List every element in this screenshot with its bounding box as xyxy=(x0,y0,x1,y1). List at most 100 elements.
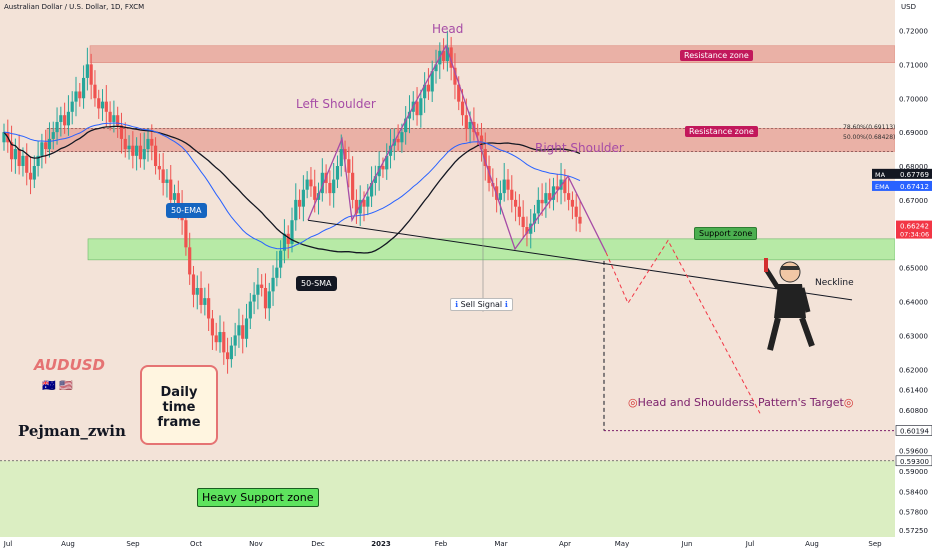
neckline xyxy=(307,219,853,301)
candle xyxy=(222,321,226,365)
time-tick-label: Sep xyxy=(868,540,882,548)
candle xyxy=(540,183,544,216)
time-tick-label: Sep xyxy=(126,540,140,548)
candle xyxy=(574,194,578,232)
candle-body xyxy=(116,115,120,126)
currency-label: USD xyxy=(901,3,916,11)
candle xyxy=(453,53,457,100)
candle-body xyxy=(476,132,480,136)
candle-body xyxy=(222,332,226,353)
candle xyxy=(28,156,33,195)
price-label-box xyxy=(895,425,932,436)
fib-786-label: 78.60%(0.69113) xyxy=(843,124,896,131)
candle-body xyxy=(544,193,548,204)
candle-body xyxy=(335,166,340,180)
price-tick-label: 0.57250 xyxy=(899,527,928,535)
candle-body xyxy=(127,145,131,150)
candle xyxy=(85,47,89,91)
candle-body xyxy=(21,155,25,167)
time-tick-label: Nov xyxy=(249,540,263,548)
candle xyxy=(381,157,385,178)
candle-body xyxy=(85,64,89,78)
candle-body xyxy=(407,111,412,119)
candle-body xyxy=(506,179,510,190)
time-tick-label: Jun xyxy=(681,540,693,548)
candle xyxy=(305,171,309,199)
candle-body xyxy=(108,111,112,122)
candle-body xyxy=(578,216,582,224)
candle xyxy=(506,169,510,201)
info-icon: ℹ xyxy=(504,300,508,309)
candle xyxy=(404,106,408,145)
candle xyxy=(369,166,374,208)
candle xyxy=(63,102,67,134)
candle xyxy=(275,251,279,287)
fib-50-label: 50.00%(0.68428) xyxy=(843,134,896,141)
candle-body xyxy=(423,84,427,99)
candle xyxy=(165,169,169,198)
heavy-support-zone-label: Heavy Support zone xyxy=(197,488,319,507)
candle xyxy=(25,143,29,186)
candle-body xyxy=(294,199,298,221)
candle-body xyxy=(354,199,359,214)
candle-body xyxy=(218,332,222,343)
candle xyxy=(40,133,44,169)
candle-body xyxy=(142,149,146,160)
candle xyxy=(263,273,268,319)
ema-50-line xyxy=(3,122,581,250)
time-tick-label: May xyxy=(615,540,629,548)
candle xyxy=(347,146,351,188)
resistance-zone-lower-label: Resistance zone xyxy=(685,126,758,137)
time-tick-label: Feb xyxy=(435,540,448,548)
candle xyxy=(426,68,431,100)
candle-body xyxy=(510,189,514,200)
candle-body xyxy=(286,233,290,244)
target-label: ◎Head and Shoulderss Pattern's Target◎ xyxy=(628,396,853,409)
price-label: MA 0.67769 xyxy=(872,168,932,179)
price-axis[interactable]: 0.72000 0.71000 0.70000 0.69000 0.68000 0.670… xyxy=(872,0,932,550)
info-icon: ℹ xyxy=(455,300,459,309)
time-axis[interactable]: Jul Aug Sep Oct Nov Dec 2023 Feb Mar Apr May Jun Jul… xyxy=(0,537,932,550)
target-icon: ◎ xyxy=(628,396,638,409)
candle xyxy=(244,303,249,348)
candle-body xyxy=(237,325,241,336)
candle-body xyxy=(563,179,567,194)
price-tick-label: 0.72000 xyxy=(899,27,928,35)
price-label-box xyxy=(872,180,932,191)
time-tick-label: Aug xyxy=(805,540,819,548)
ema-tag: 50-EMA xyxy=(166,203,207,218)
candle-body xyxy=(244,318,249,339)
candle-body xyxy=(17,149,21,167)
candle-body xyxy=(275,267,279,278)
price-label-box xyxy=(896,220,932,239)
candle-body xyxy=(32,166,36,180)
target-text: Head and Shoulderss Pattern's Target xyxy=(637,396,844,409)
candle-body xyxy=(100,101,105,109)
symbol-watermark: AUDUSD xyxy=(34,356,106,374)
candle-body xyxy=(260,284,264,288)
candle xyxy=(483,132,487,181)
candle-body xyxy=(146,138,150,150)
candle xyxy=(301,175,305,222)
candle-body xyxy=(13,149,17,160)
candle-body xyxy=(366,196,370,207)
resistance-zone-upper-label: Resistance zone xyxy=(680,50,753,61)
price-tick-label: 0.69000 xyxy=(899,129,928,137)
price-label-name: MA xyxy=(875,171,886,179)
candle xyxy=(89,53,93,100)
price-label: 0.59300 xyxy=(895,455,932,467)
candle xyxy=(203,287,207,316)
candle xyxy=(366,183,370,216)
candle xyxy=(373,165,377,196)
neckline-label: Neckline xyxy=(815,278,854,288)
candle-body xyxy=(548,193,552,200)
candle xyxy=(517,194,521,226)
zone-2 xyxy=(87,238,896,261)
candle xyxy=(286,225,290,259)
candle-body xyxy=(521,216,525,227)
candle-body xyxy=(135,145,139,156)
price-label-name: EMA xyxy=(875,183,890,191)
candle xyxy=(13,138,17,174)
